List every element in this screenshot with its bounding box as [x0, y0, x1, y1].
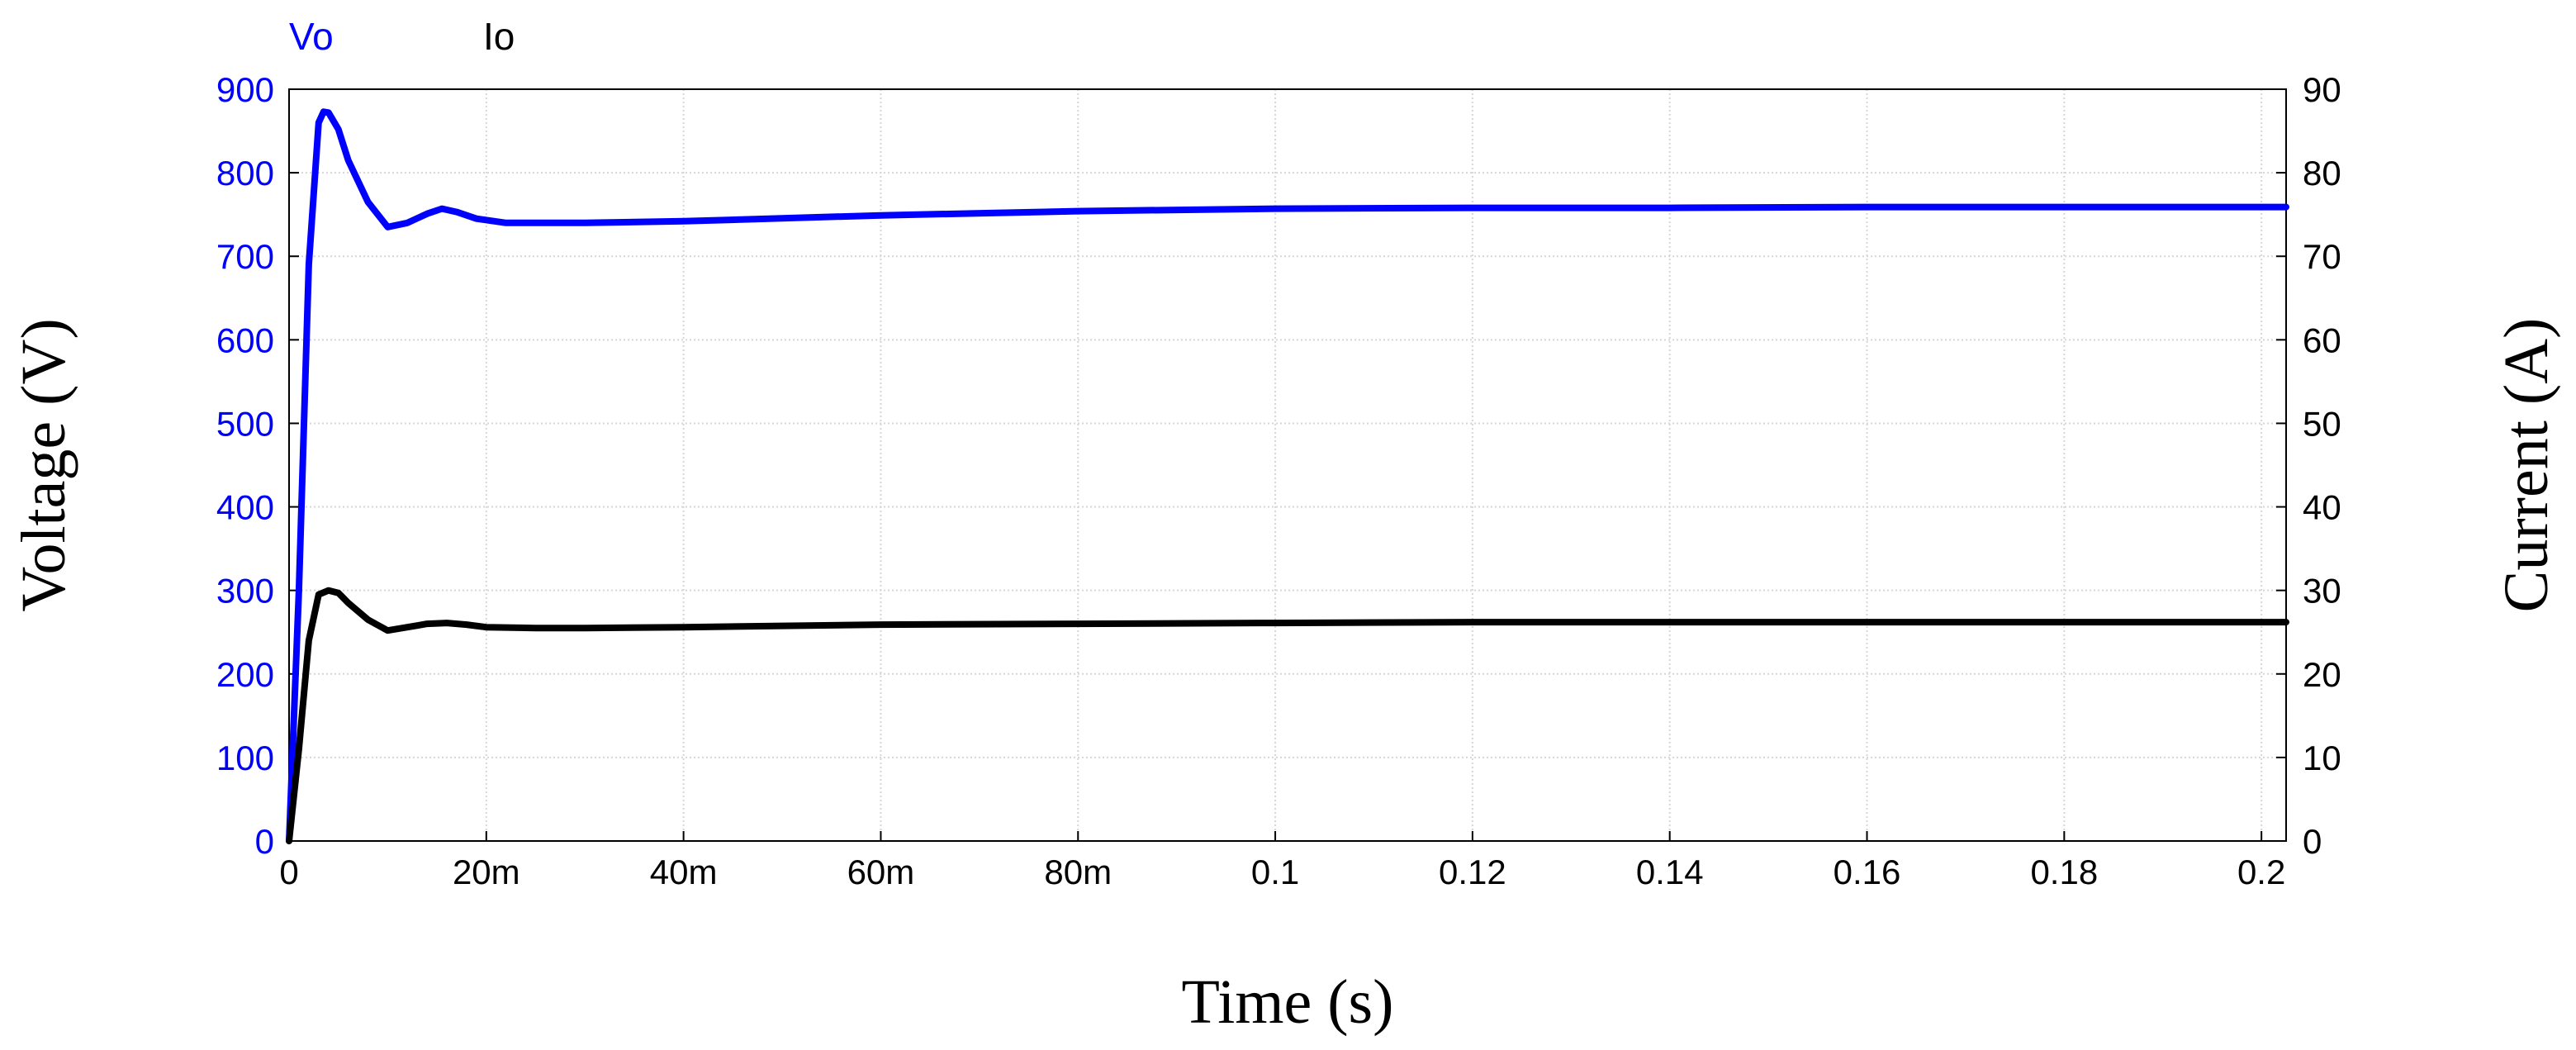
y-tick-label: 800	[216, 154, 274, 192]
y-ticks: 0 100 200 300 400 500 600 700 800 900	[216, 70, 299, 861]
y2-tick-label: 40	[2303, 488, 2341, 527]
x-tick-label: 0.18	[2030, 853, 2098, 891]
legend-vo: Vo	[289, 15, 334, 58]
y-tick-label: 100	[216, 739, 274, 777]
x-tick-label: 0.1	[1251, 853, 1299, 891]
y2-tick-label: 60	[2303, 321, 2341, 359]
series-line-io	[286, 587, 2289, 844]
x-tick-label: 0.16	[1834, 853, 1901, 891]
y-tick-label: 700	[216, 237, 274, 276]
x-tick-label: 60m	[847, 853, 915, 891]
y-tick-label: 500	[216, 404, 274, 443]
y2-tick-label: 90	[2303, 70, 2341, 109]
y2-tick-label: 70	[2303, 237, 2341, 276]
plot-frame	[288, 88, 2287, 842]
x-tick-label: 0.12	[1439, 853, 1506, 891]
y-tick-label: 900	[216, 70, 274, 109]
series	[286, 108, 2289, 844]
y-tick-label: 200	[216, 655, 274, 694]
y-tick-label: 0	[255, 822, 274, 861]
y2-tick-label: 10	[2303, 739, 2341, 777]
y-tick-label: 300	[216, 572, 274, 611]
y2-tick-label: 20	[2303, 655, 2341, 694]
x-axis-label: Time (s)	[1182, 967, 1394, 1037]
y2-ticks: 0 10 20 30 40 50 60 70 80 90	[2276, 70, 2341, 861]
y2-tick-label: 80	[2303, 154, 2341, 192]
y2-tick-label: 30	[2303, 572, 2341, 611]
x-tick-label: 0.14	[1636, 853, 1704, 891]
y2-axis-label: Current (A)	[2492, 318, 2561, 613]
y-tick-label: 400	[216, 488, 274, 527]
x-tick-label: 20m	[453, 853, 520, 891]
x-tick-label: 40m	[650, 853, 718, 891]
x-tick-label: 0.2	[2237, 853, 2285, 891]
series-line-vo	[286, 108, 2289, 844]
x-tick-label: 0	[279, 853, 298, 891]
legend-io: Io	[483, 15, 515, 58]
y2-tick-label: 50	[2303, 404, 2341, 443]
y2-tick-label: 0	[2303, 822, 2322, 861]
y-axis-label: Voltage (V)	[9, 318, 78, 611]
legend: Vo Io	[289, 15, 515, 58]
y-tick-label: 600	[216, 321, 274, 359]
x-tick-label: 80m	[1044, 853, 1112, 891]
grid	[289, 89, 2286, 841]
x-ticks: 0 20m 40m 60m 80m 0.1 0.12 0.14 0.16 0.18 0.2	[279, 831, 2285, 891]
